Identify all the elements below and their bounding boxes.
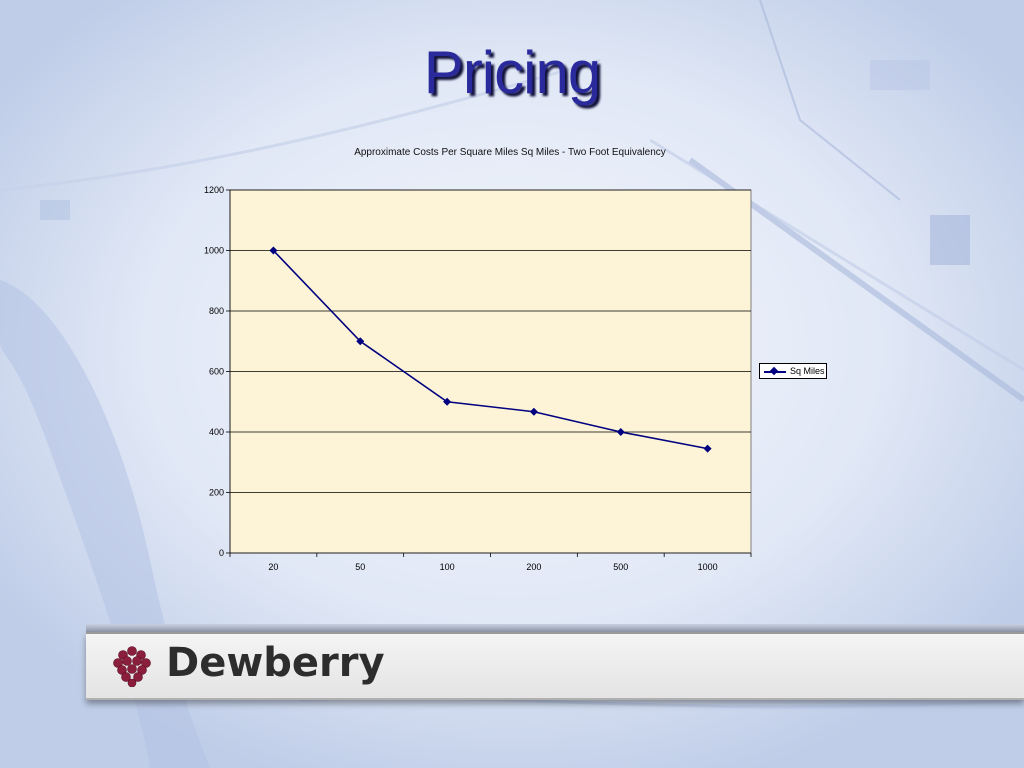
data-point-marker xyxy=(529,407,538,416)
brand-wordmark: Dewberry xyxy=(166,640,385,686)
x-tick-label: 20 xyxy=(268,562,278,572)
x-axis: 20 50 100 200 500 1000 xyxy=(229,552,752,572)
y-tick-label: 600 xyxy=(209,367,224,377)
data-point-marker xyxy=(443,397,452,406)
slide-title: Pricing xyxy=(423,39,601,106)
x-tick-label: 500 xyxy=(613,562,628,572)
x-tick-label: 200 xyxy=(526,562,541,572)
chart-legend: Sq Miles xyxy=(759,363,827,379)
x-tick-label: 100 xyxy=(440,562,455,572)
y-axis: 0 200 400 600 800 1000 1200 xyxy=(204,185,231,558)
chart-title: Approximate Costs Per Square Miles Sq Mi… xyxy=(354,147,666,158)
data-point-marker xyxy=(703,444,712,453)
footer-banner: Dewberry xyxy=(86,632,1024,700)
data-point-marker xyxy=(356,337,365,346)
data-point-marker xyxy=(269,246,278,255)
data-point-marker xyxy=(616,428,625,436)
y-tick-label: 400 xyxy=(209,427,224,437)
x-tick-label: 1000 xyxy=(698,562,718,572)
legend-marker-swatch xyxy=(769,366,779,376)
footer-accent-bar xyxy=(86,624,1024,632)
y-tick-label: 1200 xyxy=(204,185,224,195)
raspberry-logo-icon xyxy=(113,646,151,687)
y-tick-label: 200 xyxy=(209,488,224,498)
legend-label: Sq Miles xyxy=(790,366,825,376)
gridlines xyxy=(230,189,751,493)
series-layer xyxy=(269,246,712,453)
y-tick-label: 1000 xyxy=(204,246,224,256)
y-tick-label: 800 xyxy=(209,306,224,316)
series-line xyxy=(272,249,708,450)
y-tick-label: 0 xyxy=(219,548,224,558)
line-chart: 0 200 400 600 800 1000 1200 20 50 100 200 500 1000 xyxy=(204,185,752,572)
x-tick-label: 50 xyxy=(355,562,365,572)
